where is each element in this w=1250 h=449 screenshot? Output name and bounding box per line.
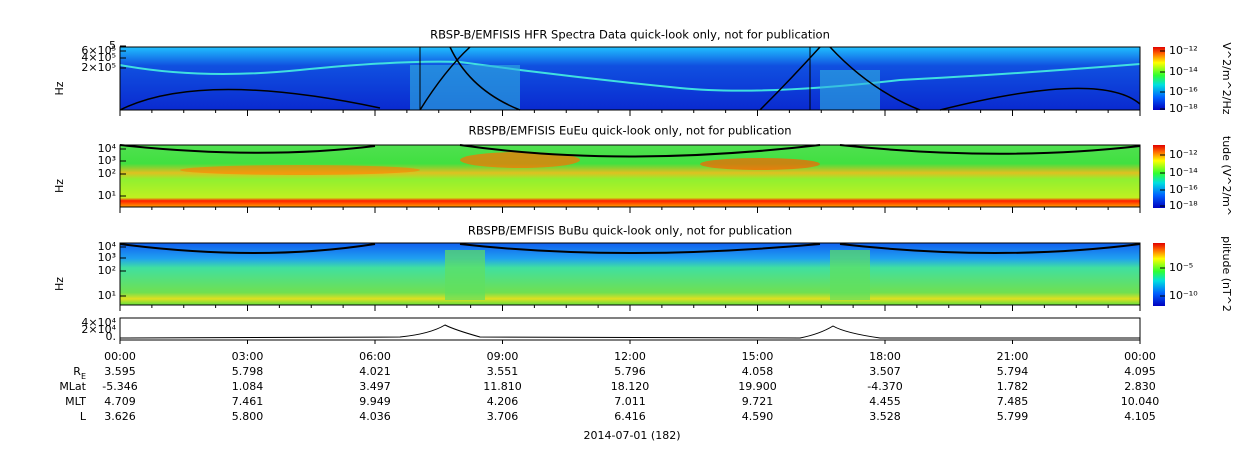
ephemeris-value: 19.900 — [738, 380, 777, 393]
y-tick-label: 5 — [109, 39, 116, 52]
ephemeris-label: MLT — [65, 395, 86, 408]
ephemeris-label-text: MLat — [59, 380, 86, 393]
ephemeris-value: 2.830 — [1124, 380, 1156, 393]
ephemeris-value: 4.105 — [1124, 410, 1156, 423]
colorbar-label: V^2/m^2/Hz — [1220, 42, 1233, 114]
ephemeris-label-text: MLT — [65, 395, 86, 408]
ephemeris-label: L — [80, 410, 87, 423]
ephemeris-label: MLat — [59, 380, 86, 393]
colorbar-tick-label: 10⁻¹⁸ — [1169, 199, 1198, 212]
y-tick-label: 10³ — [98, 154, 116, 167]
colorbar-tick-label: 10⁻¹² — [1169, 44, 1198, 57]
ephemeris-label-text: R — [73, 365, 81, 378]
colorbar-tick-label: 10⁻¹⁶ — [1169, 183, 1198, 196]
y-tick-label: 6×10⁵ — [81, 44, 116, 57]
y-tick-label: 2×10⁴ — [81, 323, 116, 336]
y-tick-label: 10² — [98, 167, 116, 180]
x-tick-label: 00:00 — [1124, 350, 1156, 363]
colorbar-tick-label: 10⁻¹⁸ — [1169, 102, 1198, 115]
ephemeris-value: 3.497 — [359, 380, 391, 393]
ephemeris-value: 3.507 — [869, 365, 901, 378]
ephemeris-value: -5.346 — [102, 380, 137, 393]
y-tick-label: 4×10⁴ — [81, 316, 116, 329]
ephemeris-value: 6.416 — [614, 410, 646, 423]
y-tick-label: 4×10⁵ — [81, 51, 116, 64]
y-tick-label: 10¹ — [98, 289, 116, 302]
ephemeris-label: RE — [73, 365, 86, 381]
y-tick-label: 10³ — [98, 251, 116, 264]
ephemeris-value: 5.794 — [997, 365, 1029, 378]
ephemeris-value: 4.058 — [742, 365, 774, 378]
y-tick-label: 0. — [106, 330, 117, 343]
x-tick-label: 21:00 — [997, 350, 1029, 363]
ephemeris-value: 4.036 — [359, 410, 391, 423]
ephemeris-value: 4.206 — [487, 395, 519, 408]
x-tick-label: 03:00 — [232, 350, 264, 363]
x-tick-label: 00:00 — [104, 350, 136, 363]
y-tick-label: 10⁴ — [98, 142, 117, 155]
y-tick-label: 10¹ — [98, 189, 116, 202]
ephemeris-value: 7.011 — [614, 395, 646, 408]
ephemeris-value: 18.120 — [611, 380, 650, 393]
y-axis-label: Hz — [53, 81, 66, 95]
ephemeris-value: 3.528 — [869, 410, 901, 423]
colorbar-label: tude (V^2/m^ — [1220, 136, 1233, 216]
ephemeris-value: 3.626 — [104, 410, 136, 423]
x-tick-label: 15:00 — [742, 350, 774, 363]
y-axis-label: Hz — [53, 179, 66, 193]
x-tick-label: 09:00 — [487, 350, 519, 363]
ephemeris-value: 10.040 — [1121, 395, 1160, 408]
ephemeris-value: 7.485 — [997, 395, 1029, 408]
x-tick-label: 12:00 — [614, 350, 646, 363]
colorbar-tick-label: 10⁻¹² — [1169, 148, 1198, 161]
panel-title: RBSPB/EMFISIS EuEu quick-look only, not … — [468, 124, 791, 138]
ephemeris-value: 5.800 — [232, 410, 264, 423]
ephemeris-value: 3.706 — [487, 410, 519, 423]
panel-title: RBSP-B/EMFISIS HFR Spectra Data quick-lo… — [430, 28, 830, 42]
ephemeris-value: 1.084 — [232, 380, 264, 393]
ephemeris-value: 4.709 — [104, 395, 136, 408]
ephemeris-label-sub: E — [81, 372, 86, 381]
ephemeris-value: 5.796 — [614, 365, 646, 378]
panel-title: RBSPB/EMFISIS BuBu quick-look only, not … — [468, 224, 792, 238]
ephemeris-value: 3.551 — [487, 365, 519, 378]
colorbar-label: plitude (nT^2 — [1220, 236, 1233, 312]
ephemeris-value: 5.799 — [997, 410, 1029, 423]
x-tick-label: 06:00 — [359, 350, 391, 363]
ephemeris-value: 4.455 — [869, 395, 901, 408]
ephemeris-value: 4.021 — [359, 365, 391, 378]
ephemeris-value: 11.810 — [483, 380, 522, 393]
colorbar-tick-label: 10⁻⁵ — [1169, 261, 1193, 274]
ephemeris-value: 9.949 — [359, 395, 391, 408]
colorbar-tick-label: 10⁻¹⁴ — [1169, 65, 1198, 78]
ephemeris-value: 4.095 — [1124, 365, 1156, 378]
date-label: 2014-07-01 (182) — [583, 429, 680, 442]
spectrogram-images — [119, 46, 1165, 341]
ephemeris-value: 1.782 — [997, 380, 1029, 393]
ephemeris-value: 4.590 — [742, 410, 774, 423]
y-tick-label: 10² — [98, 264, 116, 277]
colorbar-tick-label: 10⁻¹⁰ — [1169, 289, 1198, 302]
x-tick-label: 18:00 — [869, 350, 901, 363]
ephemeris-value: 7.461 — [232, 395, 264, 408]
y-tick-label: 2×10⁵ — [81, 61, 116, 74]
ephemeris-value: 5.798 — [232, 365, 264, 378]
y-axis-label: Hz — [53, 277, 66, 291]
colorbar-tick-label: 10⁻¹⁴ — [1169, 166, 1198, 179]
colorbar-tick-label: 10⁻¹⁶ — [1169, 85, 1198, 98]
ephemeris-value: 3.595 — [104, 365, 136, 378]
y-tick-label: 10⁴ — [98, 240, 117, 253]
ephemeris-value: -4.370 — [867, 380, 902, 393]
ephemeris-label-text: L — [80, 410, 87, 423]
ephemeris-value: 9.721 — [742, 395, 774, 408]
